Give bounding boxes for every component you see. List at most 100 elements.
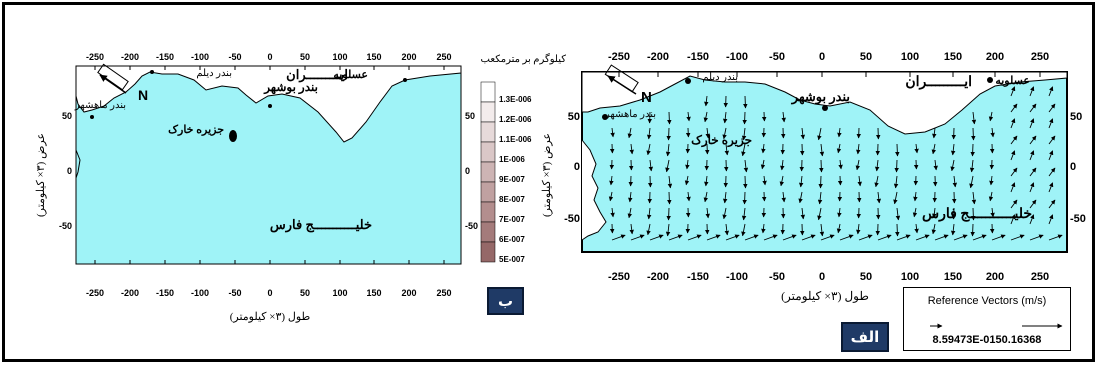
tick-label: -200 xyxy=(121,52,139,62)
current-vector xyxy=(913,191,918,202)
current-vector xyxy=(781,111,786,123)
current-vector xyxy=(800,127,806,140)
current-vector xyxy=(665,143,671,157)
current-vector xyxy=(839,234,854,241)
tick-label: 100 xyxy=(901,51,919,63)
current-vector xyxy=(610,207,615,218)
tick-label: -250 xyxy=(608,271,630,283)
current-vector xyxy=(1010,135,1018,145)
current-vector xyxy=(970,223,975,237)
current-vector xyxy=(988,111,994,122)
tick-label: 0 xyxy=(819,271,825,283)
current-vector xyxy=(914,143,919,154)
current-vector xyxy=(912,207,918,218)
current-vector xyxy=(629,223,634,235)
tick-label: -50 xyxy=(564,213,580,225)
current-vector xyxy=(817,207,822,221)
current-vector xyxy=(684,175,690,186)
current-vector xyxy=(819,143,825,157)
tick-label: -50 xyxy=(465,221,478,231)
current-vector xyxy=(1048,182,1054,193)
tick-label: 200 xyxy=(986,51,1004,63)
current-vector xyxy=(950,143,956,156)
current-vector xyxy=(1048,167,1056,177)
current-vector xyxy=(742,111,747,125)
current-vector xyxy=(722,127,727,140)
current-vector xyxy=(800,207,806,220)
current-vector xyxy=(893,191,898,205)
current-vector xyxy=(1010,86,1016,97)
current-vector xyxy=(760,159,766,170)
reference-arrows xyxy=(930,323,1063,329)
tick-label: 250 xyxy=(1031,51,1049,63)
current-vector xyxy=(950,159,955,172)
north-label: N xyxy=(641,89,652,106)
panel-b-right-tick-labels: 50 0 -50 xyxy=(465,111,478,231)
current-vector xyxy=(762,175,767,186)
tick-label: 0 xyxy=(465,166,470,176)
current-vector xyxy=(646,223,651,236)
current-vector xyxy=(950,223,956,236)
current-vector xyxy=(972,234,987,241)
tick-label: -150 xyxy=(156,288,174,298)
current-vector xyxy=(782,234,797,241)
current-vector xyxy=(668,234,683,241)
current-vector xyxy=(855,159,861,171)
current-vector xyxy=(761,143,766,154)
tick-label: 150 xyxy=(366,288,381,298)
current-vector xyxy=(666,207,671,221)
current-vector xyxy=(1029,182,1035,193)
tick-label: 50 xyxy=(465,111,475,121)
current-vector xyxy=(1010,118,1016,129)
current-vector xyxy=(895,223,900,237)
tick-label: -50 xyxy=(1070,213,1086,225)
place-label-mahshahr: بندر ماهشهر xyxy=(604,109,656,120)
current-vector xyxy=(705,127,710,139)
current-vector xyxy=(1010,234,1025,241)
current-vector xyxy=(667,191,672,205)
current-vector xyxy=(989,175,994,186)
current-vector xyxy=(610,127,615,138)
legend-value: 1E-006 xyxy=(499,155,525,164)
place-label-kharg: جزیره خارک xyxy=(691,133,752,148)
panel-b-map xyxy=(75,63,462,265)
current-vector xyxy=(609,175,614,186)
legend-value: 7E-007 xyxy=(499,215,525,224)
tick-label: 50 xyxy=(860,51,872,63)
north-label: N xyxy=(138,87,148,103)
current-vector xyxy=(1010,150,1016,161)
current-vector xyxy=(819,159,824,173)
current-vector xyxy=(667,175,673,189)
current-vector xyxy=(686,111,691,122)
current-vector xyxy=(1010,214,1016,225)
reference-vectors-values: 8.59473E-0150.16368 xyxy=(932,334,1042,346)
current-vector xyxy=(608,191,614,202)
panel-a-top-tick-labels: -250 -200 -150 -100 -50 0 50 100 150 200… xyxy=(608,51,1049,63)
current-vector xyxy=(1029,86,1035,97)
tick-label: 150 xyxy=(944,51,962,63)
current-vector xyxy=(725,234,740,241)
panel-a-left-tick-labels: 50 0 -50 xyxy=(564,111,580,225)
tick-label: 250 xyxy=(436,52,451,62)
current-vector xyxy=(667,111,672,125)
current-vector xyxy=(724,223,730,236)
current-vector xyxy=(915,234,930,241)
place-label-gulf: خلیـــــــــــج فارس xyxy=(922,207,1032,222)
tick-label: -250 xyxy=(86,288,104,298)
current-vector xyxy=(1029,199,1037,209)
current-vector xyxy=(990,127,995,138)
place-label-bushehr: بندر بوشهر xyxy=(263,80,318,95)
legend-value: 9E-007 xyxy=(499,175,525,184)
place-label-asaluyeh: عسلویه xyxy=(333,69,368,81)
current-vector xyxy=(780,159,785,171)
current-vector xyxy=(953,234,968,241)
tick-label: 0 xyxy=(574,161,580,173)
current-vector xyxy=(1029,150,1035,161)
current-vector xyxy=(1048,234,1063,241)
current-vector xyxy=(990,207,995,218)
panel-a-xlabel: طول (۳× کیلومتر) xyxy=(781,289,869,303)
current-vector xyxy=(1048,118,1054,129)
current-vector xyxy=(858,234,873,241)
current-vector xyxy=(703,111,709,123)
current-vector xyxy=(1010,103,1018,113)
